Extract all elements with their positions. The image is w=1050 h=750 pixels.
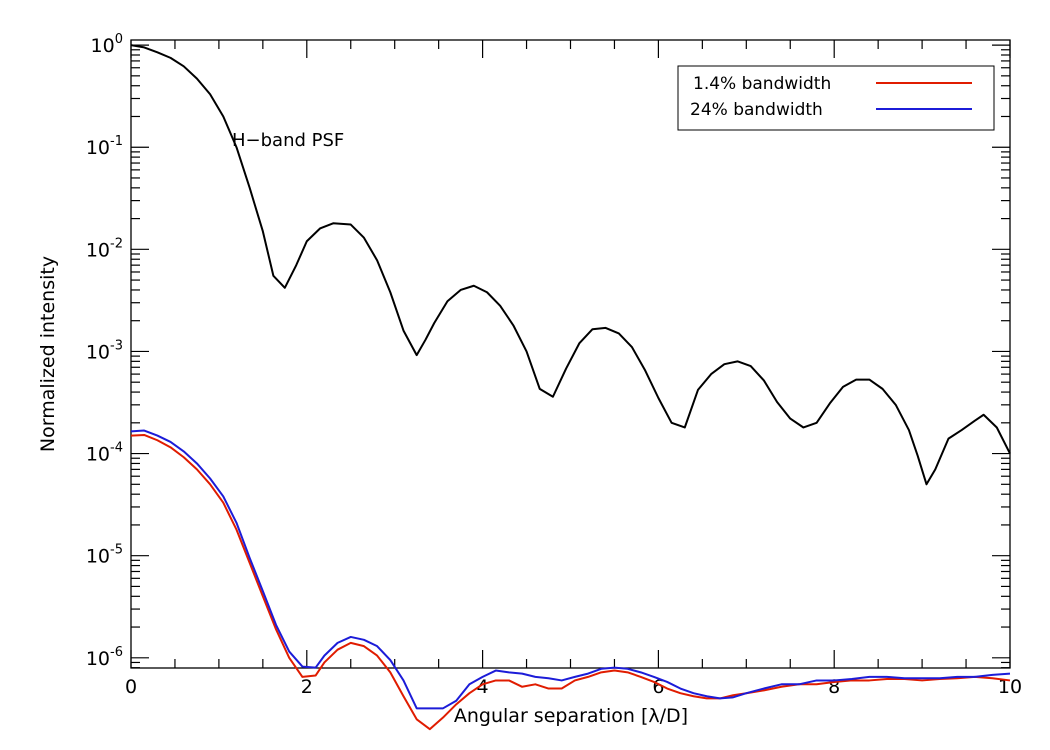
legend-box xyxy=(677,65,995,131)
y-tick-label: 10-1 xyxy=(86,134,123,159)
legend-label-wide: 24% bandwidth xyxy=(690,100,823,120)
psf-series-line xyxy=(130,44,1011,486)
bandwidth-24-series-line xyxy=(130,429,1011,710)
y-tick-label: 10-3 xyxy=(86,338,123,363)
y-axis-title: Normalized intensity xyxy=(37,256,59,452)
legend-label-narrow: 1.4% bandwidth xyxy=(693,74,831,94)
y-tick-label: 10-5 xyxy=(86,543,123,568)
y-tick-label: 10-2 xyxy=(86,236,123,261)
x-axis-title: Angular separation [λ/D] xyxy=(454,705,688,727)
y-tick-label: 10-6 xyxy=(86,645,123,670)
bandwidth-1-4-series-line xyxy=(130,433,1011,731)
psf-annotation: H−band PSF xyxy=(232,130,344,151)
x-tick-label: 4 xyxy=(477,676,489,698)
x-tick-label: 6 xyxy=(652,676,664,698)
x-tick-label: 10 xyxy=(998,676,1022,698)
y-tick-label: 10-4 xyxy=(86,441,123,466)
x-tick-label: 2 xyxy=(301,676,313,698)
x-tick-label: 0 xyxy=(125,676,137,698)
y-tick-label: 100 xyxy=(91,32,123,57)
series-layer xyxy=(130,44,1011,731)
legend: 1.4% bandwidth 24% bandwidth xyxy=(677,65,995,131)
y-tick-labels: 100 10-1 10-2 10-3 10-4 10-5 10-6 xyxy=(86,32,123,670)
minor-ticks xyxy=(131,40,1010,669)
